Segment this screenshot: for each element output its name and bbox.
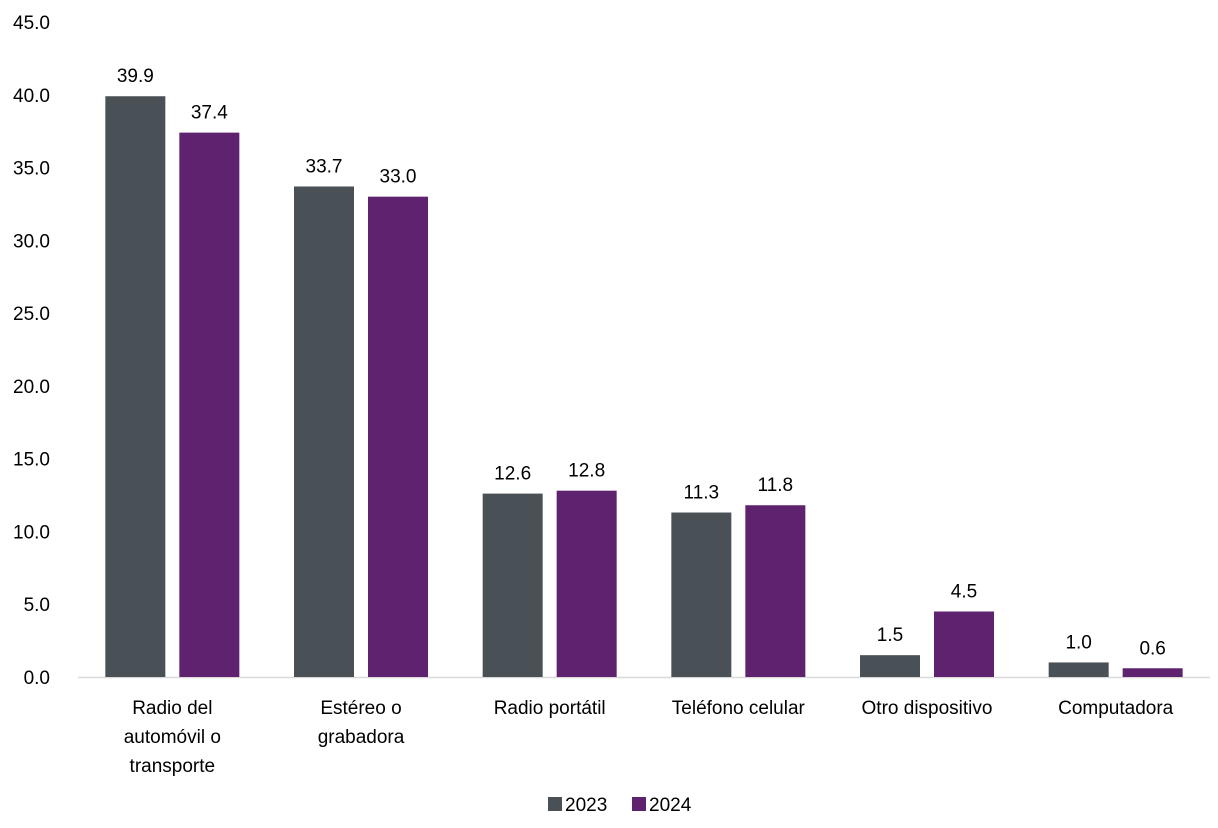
legend-label-2024: 2024 [649, 795, 692, 816]
data-label-2024: 33.0 [380, 167, 417, 188]
y-tick-label: 10.0 [13, 522, 50, 543]
y-axis-tick-labels: 0.0 5.0 10.0 15.0 20.0 25.0 30.0 35.0 40.0 45.0 [13, 13, 50, 689]
bar-2024 [179, 132, 240, 678]
legend: 2023 2024 [548, 795, 692, 816]
data-label-2024: 12.8 [568, 461, 605, 482]
legend-label-2023: 2023 [565, 795, 607, 816]
bar-2023 [105, 96, 166, 677]
bar-2024 [745, 505, 806, 677]
x-category-label: Otro dispositivo [862, 698, 993, 719]
y-tick-label: 25.0 [13, 304, 50, 325]
bar-2023 [482, 493, 543, 677]
legend-swatch-2023 [548, 797, 562, 811]
x-category-label: Estéreo o grabadora [318, 698, 405, 748]
bars-group [105, 96, 1183, 678]
x-category-label: Radio del automóvil o transporte [124, 698, 221, 777]
data-label-2023: 1.0 [1065, 632, 1091, 653]
y-tick-label: 5.0 [24, 595, 50, 616]
y-tick-label: 30.0 [13, 231, 50, 252]
bar-2024 [556, 490, 617, 677]
data-label-2023: 1.5 [877, 625, 903, 646]
bar-2024 [934, 611, 994, 677]
y-tick-label: 45.0 [13, 13, 50, 34]
y-tick-label: 40.0 [13, 86, 50, 107]
data-label-2023: 33.7 [306, 156, 343, 177]
bar-2024 [1122, 668, 1183, 677]
x-category-label: Computadora [1058, 698, 1174, 719]
bar-2023 [860, 655, 920, 677]
x-category-label: Radio portátil [494, 698, 606, 719]
y-tick-label: 15.0 [13, 450, 50, 471]
data-label-2024: 37.4 [191, 103, 228, 124]
bar-2023 [1048, 662, 1109, 677]
y-tick-label: 0.0 [24, 668, 50, 689]
bar-2023 [671, 512, 732, 677]
data-label-2023: 12.6 [494, 464, 531, 485]
data-label-2024: 0.6 [1139, 638, 1165, 659]
data-label-2023: 11.3 [684, 483, 720, 504]
data-label-2024: 11.8 [758, 475, 794, 496]
data-label-2023: 39.9 [117, 66, 154, 87]
data-label-2024: 4.5 [951, 582, 977, 603]
data-labels-group: 39.9 37.4 33.7 33.0 12.6 12.8 11.3 11.8 1.5 4.5 1.… [117, 66, 1166, 659]
bar-2024 [368, 196, 428, 677]
bar-2023 [294, 186, 354, 677]
y-tick-label: 20.0 [13, 377, 50, 398]
x-category-label: Teléfono celular [672, 698, 806, 719]
y-tick-label: 35.0 [13, 159, 50, 180]
legend-swatch-2024 [632, 797, 646, 811]
